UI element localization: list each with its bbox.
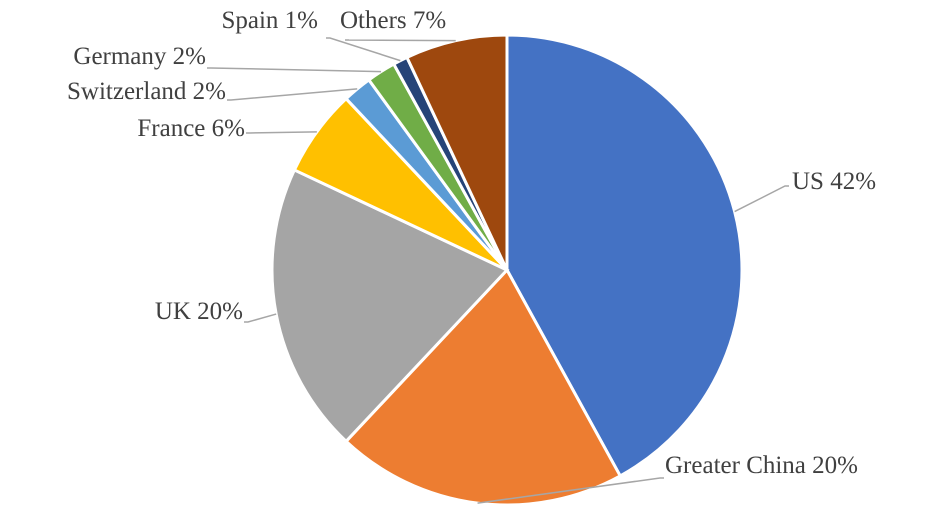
data-label: US 42% <box>792 168 876 195</box>
data-label: France 6% <box>137 115 245 142</box>
category-name: Switzerland <box>67 78 187 105</box>
data-label: Greater China 20% <box>665 452 858 479</box>
leader-line <box>477 477 664 504</box>
value-label: 2% <box>193 78 226 105</box>
category-name: UK <box>155 298 191 325</box>
leader-line <box>207 67 382 73</box>
category-name: Spain <box>221 7 278 34</box>
category-name: Others <box>340 7 407 34</box>
value-label: 20% <box>812 452 858 479</box>
category-name: France <box>137 115 205 142</box>
category-name: Greater China <box>665 452 806 479</box>
data-label: Spain 1% <box>221 7 318 34</box>
leader-line <box>227 88 358 101</box>
data-label: Germany 2% <box>73 43 206 70</box>
leader-line <box>344 39 456 42</box>
value-label: 20% <box>197 298 243 325</box>
data-label: Switzerland 2% <box>67 78 226 105</box>
pie-slice <box>505 33 744 478</box>
leader-line <box>734 185 789 213</box>
data-label: Others 7% <box>340 7 446 34</box>
leader-line <box>246 131 317 134</box>
value-label: 2% <box>173 43 206 70</box>
pie-slice <box>404 33 509 271</box>
category-name: Germany <box>73 43 167 70</box>
value-label: 1% <box>285 7 318 34</box>
pie-slice <box>344 267 623 507</box>
data-label: UK 20% <box>155 298 243 325</box>
category-name: US <box>792 168 824 195</box>
leader-line <box>244 313 277 323</box>
leader-line <box>326 37 401 62</box>
value-label: 6% <box>212 115 245 142</box>
value-label: 7% <box>413 7 446 34</box>
value-label: 42% <box>830 168 876 195</box>
